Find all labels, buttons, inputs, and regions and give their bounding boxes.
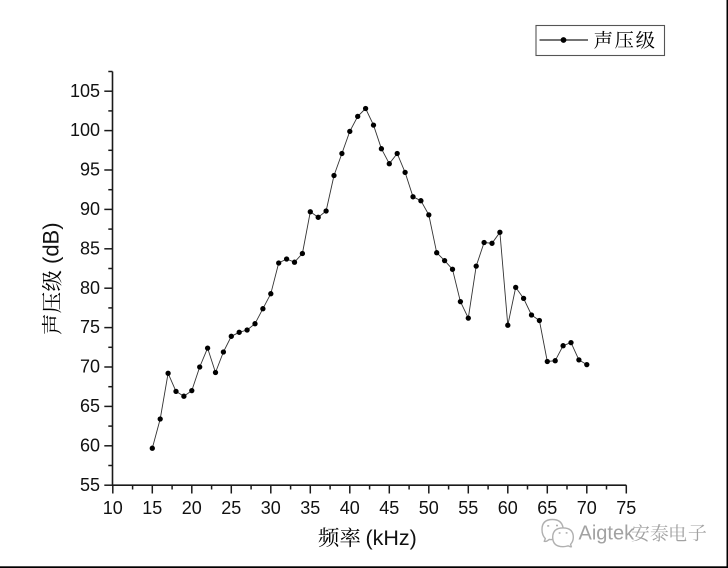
svg-text:65: 65 [80,396,100,416]
svg-text:35: 35 [300,498,320,518]
svg-text:70: 70 [80,357,100,377]
svg-text:60: 60 [80,435,100,455]
svg-text:40: 40 [340,498,360,518]
svg-text:60: 60 [498,498,518,518]
svg-text:20: 20 [182,498,202,518]
svg-text:85: 85 [80,238,100,258]
svg-text:100: 100 [70,120,100,140]
svg-text:30: 30 [261,498,281,518]
svg-text:75: 75 [616,498,636,518]
svg-text:95: 95 [80,160,100,180]
svg-text:(kHz): (kHz) [366,526,417,550]
svg-text:50: 50 [419,498,439,518]
svg-text:55: 55 [458,498,478,518]
svg-text:15: 15 [142,498,162,518]
svg-text:70: 70 [577,498,597,518]
svg-text:90: 90 [80,199,100,219]
svg-text:Aigtek: Aigtek [579,522,636,544]
svg-text:(dB): (dB) [38,222,63,264]
svg-text:25: 25 [221,498,241,518]
svg-text:10: 10 [103,498,123,518]
svg-text:80: 80 [80,278,100,298]
svg-text:55: 55 [80,475,100,495]
svg-text:65: 65 [537,498,557,518]
svg-text:75: 75 [80,317,100,337]
svg-text:45: 45 [379,498,399,518]
svg-text:105: 105 [70,81,100,101]
